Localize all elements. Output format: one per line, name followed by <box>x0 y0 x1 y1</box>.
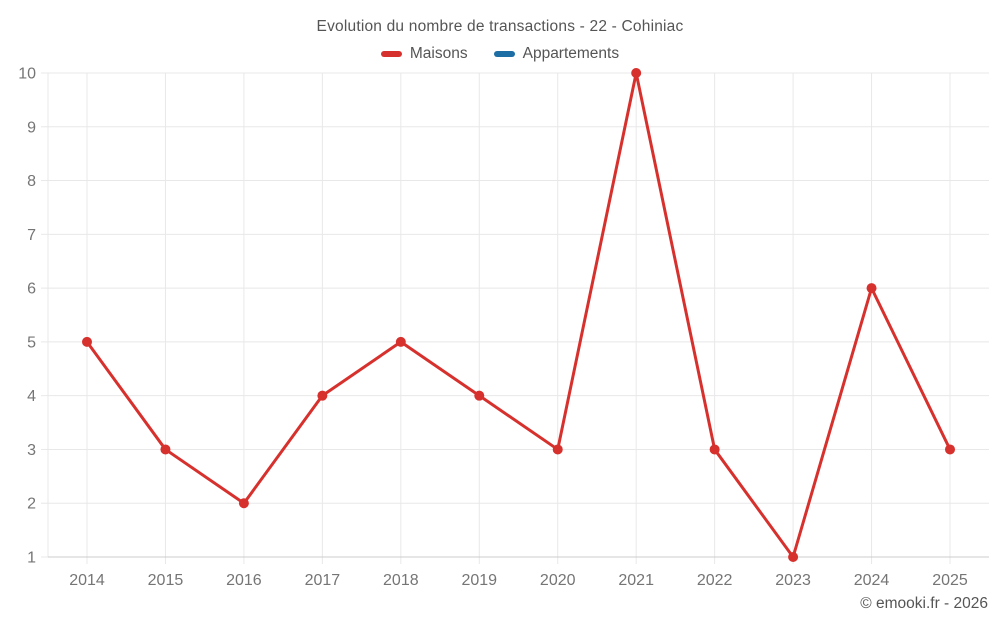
legend-item-maisons[interactable]: Maisons <box>380 45 468 63</box>
x-axis-label: 2020 <box>540 572 576 589</box>
maisons-data-point <box>788 552 799 562</box>
chart-title: Evolution du nombre de transactions - 22… <box>316 18 684 35</box>
x-axis-label: 2024 <box>854 572 890 589</box>
maisons-series-swatch-icon <box>380 51 402 57</box>
y-axis-label: 6 <box>27 281 36 298</box>
maisons-data-point <box>552 444 563 455</box>
x-axis-label: 2014 <box>69 572 105 589</box>
maisons-data-point <box>238 498 249 509</box>
y-axis-label: 8 <box>27 173 36 190</box>
x-axis-label: 2015 <box>148 572 184 589</box>
y-axis-label: 7 <box>27 227 36 244</box>
x-axis-label: 2017 <box>305 572 341 589</box>
x-axis-label: 2018 <box>383 572 419 589</box>
y-axis-label: 5 <box>27 334 36 351</box>
y-axis-label: 9 <box>27 119 36 136</box>
maisons-data-point <box>631 68 642 78</box>
maisons-data-point <box>866 283 877 294</box>
maisons-data-point <box>709 444 720 455</box>
y-axis-label: 10 <box>18 66 36 83</box>
maisons-series-line <box>85 71 952 559</box>
x-axis-label: 2023 <box>775 572 811 589</box>
x-axis-label: 2019 <box>461 572 497 589</box>
y-axis-label: 3 <box>27 442 36 459</box>
maisons-data-point <box>82 336 92 347</box>
maisons-data-point <box>945 444 955 455</box>
x-axis-label: 2025 <box>932 572 968 589</box>
legend-label-appartements: Appartements <box>522 45 620 62</box>
x-axis-label: 2022 <box>697 572 733 589</box>
legend-item-appartements[interactable]: Appartements <box>493 45 620 63</box>
legend-label-maisons: Maisons <box>409 45 468 62</box>
chart-legend: Maisons Appartements <box>0 45 1000 63</box>
x-axis-label: 2021 <box>618 572 654 589</box>
y-axis-label: 2 <box>27 496 36 513</box>
maisons-data-point <box>474 390 485 401</box>
y-axis-label: 4 <box>27 388 36 405</box>
attribution-text: © emooki.fr - 2026 <box>860 595 988 612</box>
y-axis-label: 1 <box>27 550 36 567</box>
maisons-data-point <box>317 390 328 401</box>
maisons-data-point <box>395 336 406 347</box>
x-axis-label: 2016 <box>226 572 262 589</box>
maisons-data-point <box>160 444 171 455</box>
appartements-series-swatch-icon <box>493 51 515 57</box>
